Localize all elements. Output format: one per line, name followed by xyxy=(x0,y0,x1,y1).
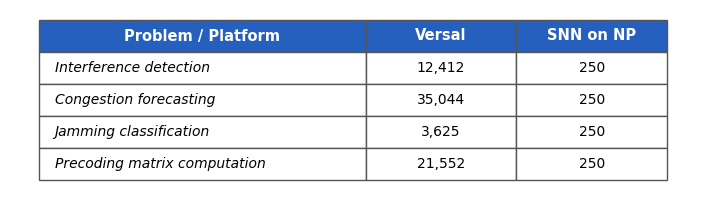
Bar xyxy=(366,148,516,180)
Bar xyxy=(39,148,366,180)
Text: 12,412: 12,412 xyxy=(417,61,465,75)
Bar xyxy=(516,148,667,180)
Text: 3,625: 3,625 xyxy=(421,125,461,139)
Bar xyxy=(39,20,366,52)
Text: Problem / Platform: Problem / Platform xyxy=(124,28,280,44)
Text: 21,552: 21,552 xyxy=(417,157,465,171)
Bar xyxy=(39,52,366,84)
Text: Precoding matrix computation: Precoding matrix computation xyxy=(54,157,265,171)
Text: 250: 250 xyxy=(579,93,605,107)
Text: Versal: Versal xyxy=(415,28,467,44)
Text: SNN on NP: SNN on NP xyxy=(547,28,636,44)
Bar xyxy=(39,84,366,116)
Text: 250: 250 xyxy=(579,125,605,139)
Text: Jamming classification: Jamming classification xyxy=(54,125,210,139)
Bar xyxy=(366,52,516,84)
Bar xyxy=(516,84,667,116)
Text: 35,044: 35,044 xyxy=(417,93,465,107)
Bar xyxy=(516,52,667,84)
Bar xyxy=(39,116,366,148)
Bar xyxy=(516,116,667,148)
Text: Interference detection: Interference detection xyxy=(54,61,210,75)
Bar xyxy=(366,84,516,116)
Text: 250: 250 xyxy=(579,61,605,75)
Text: Congestion forecasting: Congestion forecasting xyxy=(54,93,215,107)
Text: 250: 250 xyxy=(579,157,605,171)
Bar xyxy=(366,116,516,148)
Bar xyxy=(516,20,667,52)
Bar xyxy=(366,20,516,52)
